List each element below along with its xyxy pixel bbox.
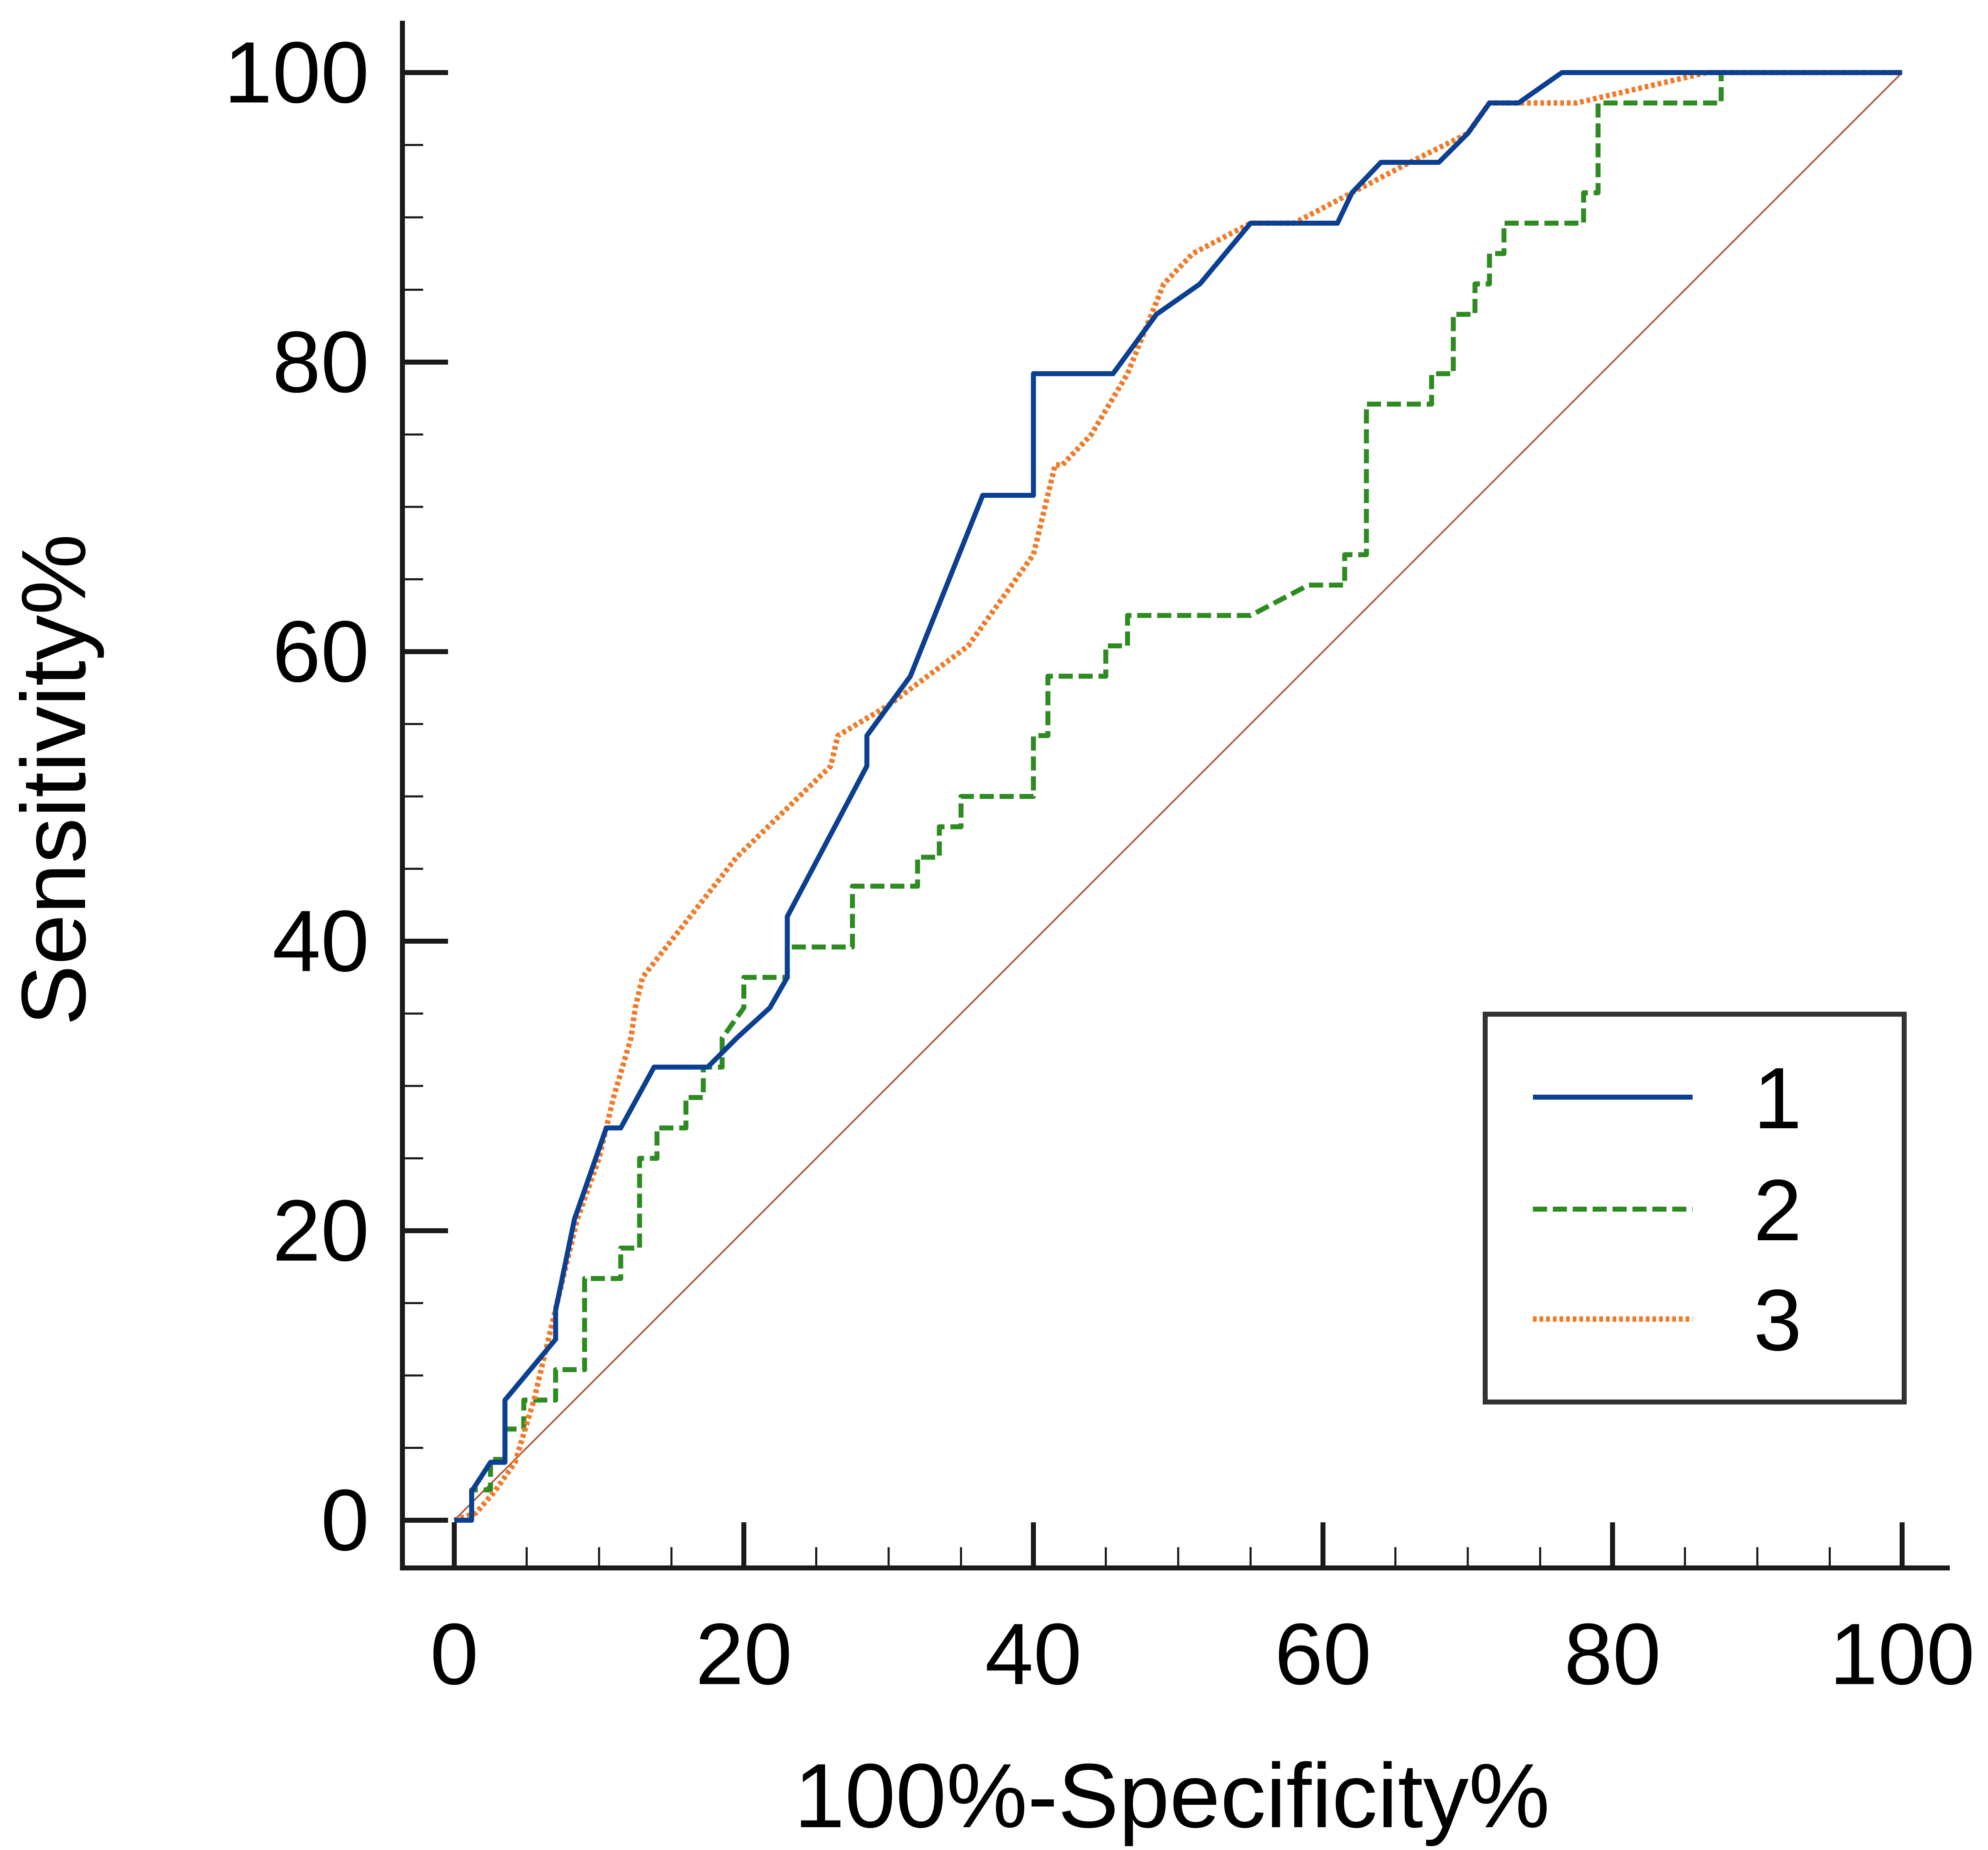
x-tick-label: 60	[1274, 1605, 1372, 1703]
y-tick-label: 60	[272, 603, 369, 700]
legend-label-2: 2	[1754, 1161, 1802, 1259]
x-tick-label: 0	[430, 1605, 479, 1703]
y-tick-label: 20	[272, 1182, 369, 1279]
series-line-3	[453, 70, 1902, 1523]
x-tick-label: 20	[695, 1605, 792, 1703]
reference-layer	[453, 72, 1903, 1521]
legend-box	[1483, 1012, 1907, 1405]
y-axis-label: Sensitivity%	[2, 534, 105, 1026]
series-layer	[453, 70, 1902, 1523]
y-tick-label: 0	[321, 1471, 369, 1569]
y-tick-label: 40	[272, 892, 369, 990]
x-tick-label: 80	[1564, 1605, 1661, 1703]
reference-diagonal	[453, 72, 1903, 1521]
y-tick-label: 100	[224, 24, 369, 121]
legend-label-3: 3	[1754, 1271, 1802, 1369]
series-line-1	[454, 70, 1902, 1523]
x-tick-label: 40	[985, 1605, 1082, 1703]
x-axis-label: 100%-Specificity%	[794, 1745, 1550, 1847]
axes-layer: 0 20 40 60 80 100 0 20 40 60 80 100	[224, 21, 1975, 1703]
series-line-2	[454, 70, 1902, 1523]
legend: 1 2 3	[1483, 1012, 1907, 1405]
x-tick-label: 100	[1830, 1605, 1975, 1703]
y-tick-label: 80	[272, 313, 369, 411]
legend-label-1: 1	[1754, 1049, 1802, 1147]
